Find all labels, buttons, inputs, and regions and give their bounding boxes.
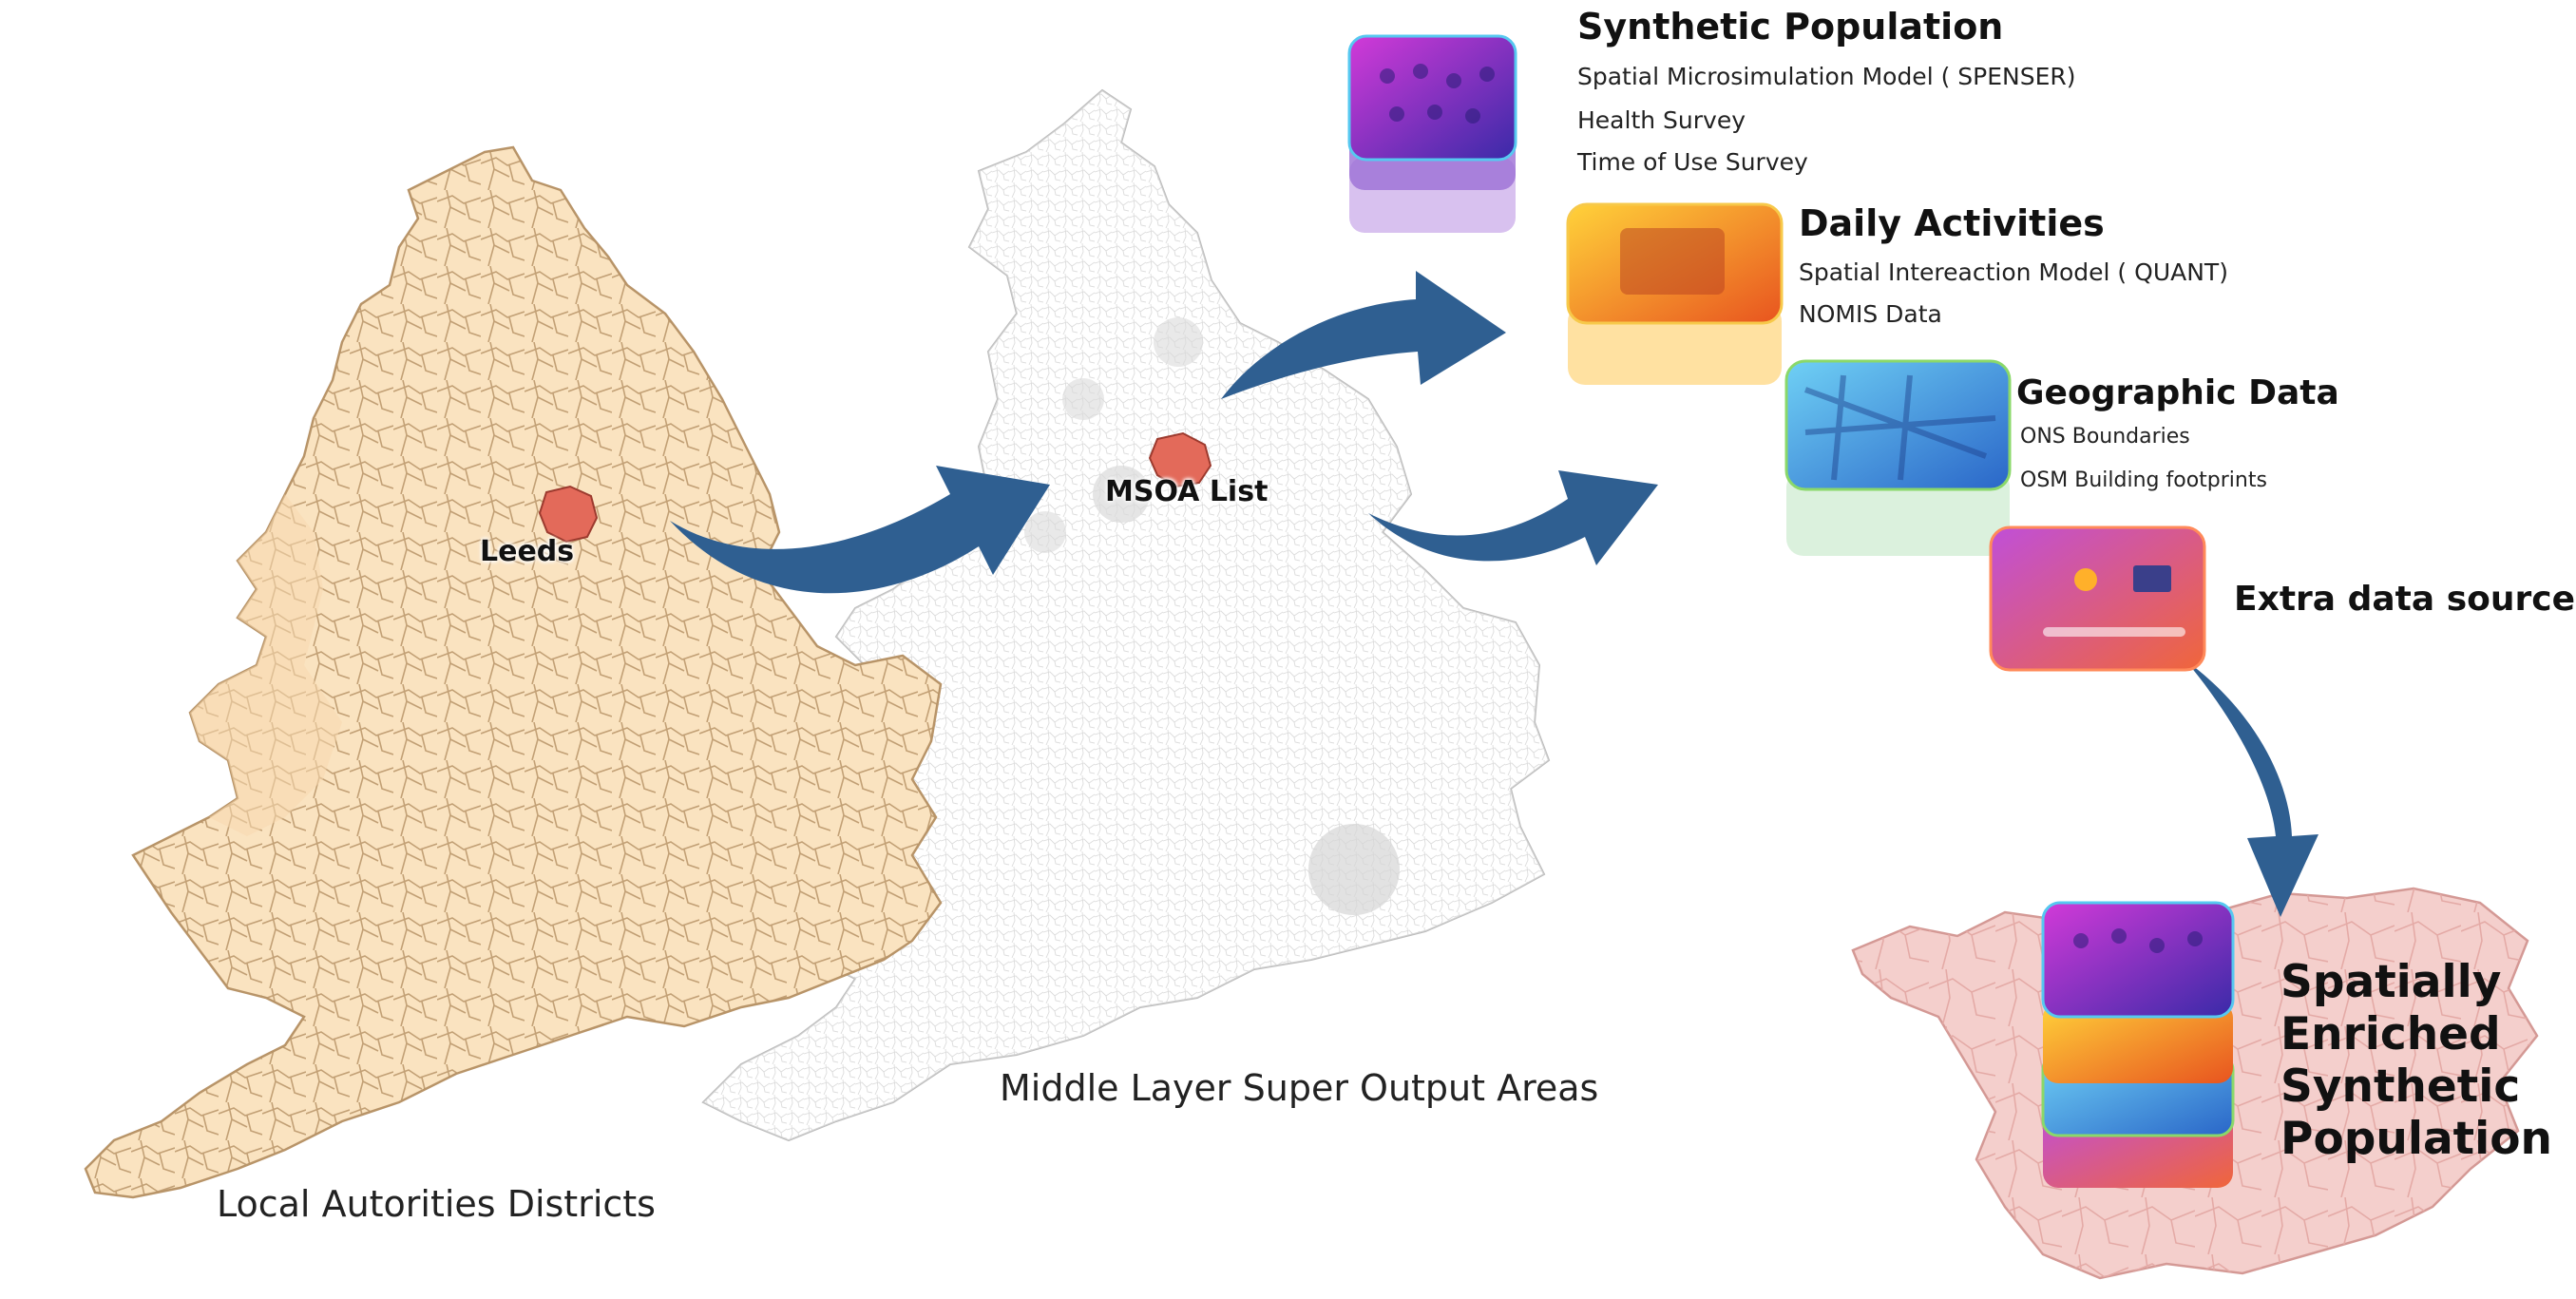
synthetic-population-item: Spatial Microsimulation Model ( SPENSER) [1577, 63, 2076, 90]
result-line: Synthetic [2280, 1060, 2521, 1113]
result-stack-icon [2041, 901, 2235, 1188]
result-title: Spatially Enriched Synthetic Population [2280, 956, 2552, 1165]
daily-activities-icon [1566, 202, 1784, 385]
msoa-list-label: MSOA List [1105, 475, 1269, 508]
arrow-msoa-to-population [1221, 271, 1506, 399]
leeds-highlight [538, 485, 599, 544]
synthetic-population-item: Time of Use Survey [1577, 148, 1808, 176]
geographic-data-title: Geographic Data [2016, 373, 2339, 412]
synthetic-population-item: Health Survey [1577, 106, 1746, 134]
geographic-data-item: ONS Boundaries [2020, 425, 2190, 449]
daily-activities-title: Daily Activities [1799, 202, 2105, 244]
wales-area [190, 494, 342, 836]
leeds-label: Leeds [480, 535, 575, 568]
result-line: Population [2280, 1113, 2552, 1165]
birmingham-cluster [1093, 466, 1150, 523]
msoa-caption: Middle Layer Super Output Areas [1000, 1067, 1599, 1109]
london-cluster [1308, 824, 1400, 915]
msoa-leeds-highlight [1148, 431, 1212, 488]
arrow-extra-to-result [2185, 660, 2318, 917]
synthetic-population-title: Synthetic Population [1577, 6, 2004, 48]
arrow-msoa-to-geographic [1368, 470, 1658, 565]
geographic-data-icon [1784, 359, 2012, 556]
extra-data-sources-icon [1989, 525, 2206, 672]
geographic-data-item: OSM Building footprints [2020, 468, 2267, 492]
synthetic-population-icon [1347, 34, 1517, 233]
daily-activities-item: NOMIS Data [1799, 300, 1942, 328]
extra-data-sources-title: Extra data sources [2234, 580, 2576, 619]
daily-activities-item: Spatial Intereaction Model ( QUANT) [1799, 258, 2228, 286]
lad-caption: Local Autorities Districts [217, 1183, 656, 1225]
arrow-lad-to-msoa [670, 466, 1050, 594]
result-line: Spatially [2280, 956, 2502, 1008]
result-line: Enriched [2280, 1008, 2501, 1060]
arrows [670, 271, 2318, 917]
